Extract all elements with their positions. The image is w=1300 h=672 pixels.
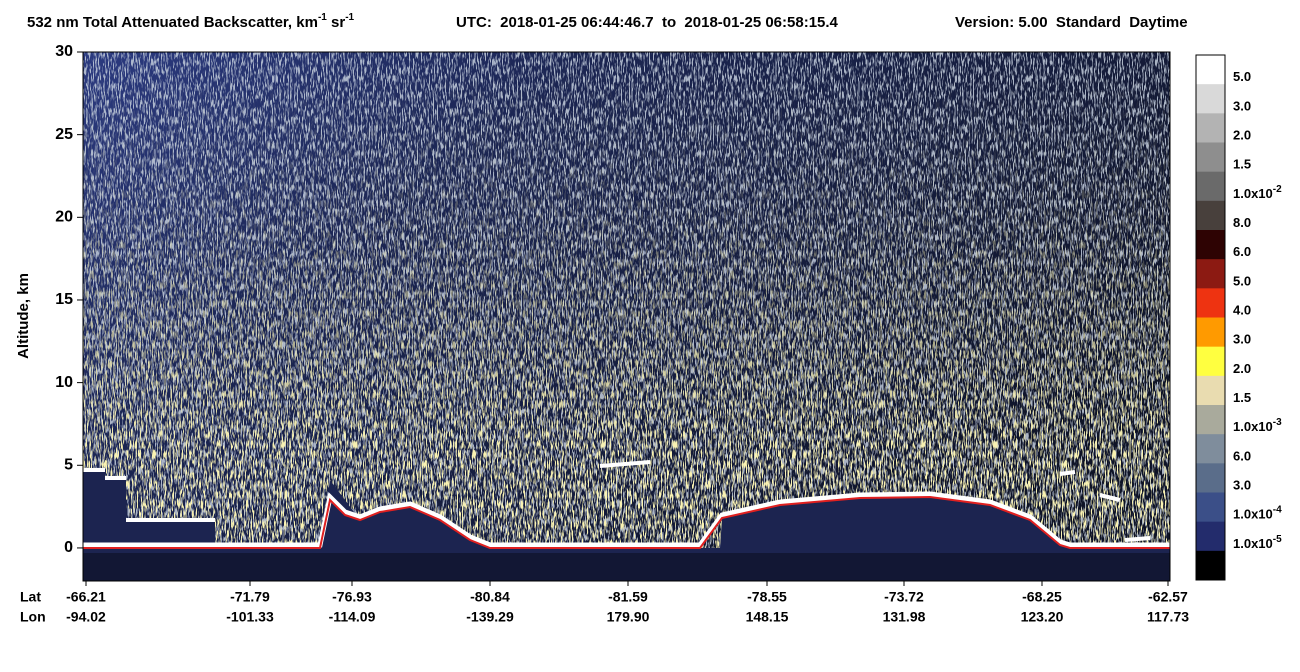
colorbar-band <box>1196 259 1225 289</box>
lat-label: -68.25 <box>1022 589 1062 605</box>
colorbar-band <box>1196 550 1225 581</box>
lat-label: -71.79 <box>230 589 270 605</box>
colorbar-label: 3.0 <box>1233 99 1251 114</box>
colorbar-label: 3.0 <box>1233 478 1251 493</box>
y-tick-label: 25 <box>55 126 73 143</box>
lat-label: -62.57 <box>1148 589 1188 605</box>
colorbar-label-text: 1.0x10 <box>1233 507 1273 522</box>
colorbar-label-text: 6.0 <box>1233 245 1251 260</box>
colorbar-label: 1.5 <box>1233 390 1251 405</box>
colorbar-label-text: 2.0 <box>1233 361 1251 376</box>
lon-row-label: Lon <box>20 609 46 625</box>
colorbar-label: 6.0 <box>1233 449 1251 464</box>
colorbar-label: 2.0 <box>1233 361 1251 376</box>
colorbar-label-text: 1.5 <box>1233 157 1251 172</box>
colorbar-label: 8.0 <box>1233 215 1251 230</box>
y-tick-label: 20 <box>55 209 73 226</box>
y-tick-label: 30 <box>55 43 73 60</box>
lon-label: 123.20 <box>1021 609 1064 625</box>
colorbar-label: 5.0 <box>1233 274 1251 289</box>
colorbar-label-exponent: -5 <box>1273 533 1282 544</box>
colorbar-band <box>1196 405 1225 435</box>
colorbar-label: 5.0 <box>1233 70 1251 85</box>
plot-frame <box>82 51 1171 582</box>
colorbar-band <box>1196 84 1225 114</box>
colorbar-frame <box>1195 54 1226 581</box>
lat-label: -76.93 <box>332 589 372 605</box>
lon-label: 131.98 <box>883 609 926 625</box>
lon-label: 148.15 <box>746 609 789 625</box>
colorbar-label-text: 2.0 <box>1233 128 1251 143</box>
colorbar-label-text: 1.0x10 <box>1233 536 1273 551</box>
lat-row-label: Lat <box>20 589 41 605</box>
colorbar-label-text: 3.0 <box>1233 332 1251 347</box>
y-tick-label: 5 <box>64 457 73 474</box>
utc-range: UTC: 2018-01-25 06:44:46.7 to 2018-01-25… <box>456 14 839 31</box>
lat-label: -73.72 <box>884 589 924 605</box>
colorbar-label-text: 1.5 <box>1233 390 1251 405</box>
colorbar-label-text: 1.0x10 <box>1233 186 1273 201</box>
colorbar-label: 1.0x10-4 <box>1233 504 1282 522</box>
colorbar-label-exponent: -2 <box>1273 183 1282 194</box>
y-tick-label: 15 <box>55 291 73 308</box>
colorbar-label-text: 4.0 <box>1233 303 1251 318</box>
lat-label: -66.21 <box>66 589 106 605</box>
colorbar-band <box>1196 171 1225 202</box>
chart-title: 532 nm Total Attenuated Backscatter, km-… <box>27 12 355 31</box>
colorbar-label-text: 5.0 <box>1233 274 1251 289</box>
lat-label: -81.59 <box>608 589 648 605</box>
colorbar-band <box>1196 288 1225 318</box>
colorbar-label: 3.0 <box>1233 332 1251 347</box>
colorbar-label: 1.0x10-3 <box>1233 417 1282 435</box>
lon-label: -114.09 <box>329 609 376 625</box>
colorbar-band <box>1196 142 1225 173</box>
backscatter-image <box>83 52 1170 581</box>
colorbar-band <box>1196 463 1225 493</box>
lat-label: -78.55 <box>747 589 787 605</box>
colorbar-label: 4.0 <box>1233 303 1251 318</box>
colorbar-band <box>1196 375 1225 406</box>
lon-label: 117.73 <box>1147 609 1189 625</box>
colorbar-band <box>1196 55 1225 85</box>
colorbar-label: 1.0x10-2 <box>1233 183 1282 201</box>
colorbar-label: 6.0 <box>1233 245 1251 260</box>
y-axis-label: Altitude, km <box>15 273 32 359</box>
colorbar-band <box>1196 317 1225 348</box>
colorbar-label-text: 3.0 <box>1233 99 1251 114</box>
colorbar-band <box>1196 200 1225 231</box>
colorbar-label-exponent: -3 <box>1273 417 1282 428</box>
colorbar-label: 2.0 <box>1233 128 1251 143</box>
colorbar-label: 1.0x10-5 <box>1233 533 1282 551</box>
y-tick-label: 0 <box>64 539 73 556</box>
lat-label: -80.84 <box>470 589 510 605</box>
colorbar-label-text: 5.0 <box>1233 70 1251 85</box>
colorbar-label-text: 3.0 <box>1233 478 1251 493</box>
lon-label: 179.90 <box>607 609 650 625</box>
colorbar-label-text: 8.0 <box>1233 215 1251 230</box>
y-tick-label: 10 <box>55 374 73 391</box>
colorbar-band <box>1196 113 1225 143</box>
colorbar-label-exponent: -4 <box>1273 504 1282 515</box>
colorbar-band <box>1196 434 1225 464</box>
colorbar-label: 1.5 <box>1233 157 1251 172</box>
colorbar-label-text: 6.0 <box>1233 449 1251 464</box>
lon-label: -139.29 <box>466 609 514 625</box>
colorbar-band <box>1196 521 1225 552</box>
colorbar-band <box>1196 346 1225 377</box>
colorbar-band <box>1196 230 1225 260</box>
lon-label: -94.02 <box>66 609 106 625</box>
colorbar-band <box>1196 492 1225 523</box>
lon-label: -101.33 <box>226 609 274 625</box>
colorbar-label-text: 1.0x10 <box>1233 420 1273 435</box>
version-info: Version: 5.00 Standard Daytime <box>955 14 1188 31</box>
